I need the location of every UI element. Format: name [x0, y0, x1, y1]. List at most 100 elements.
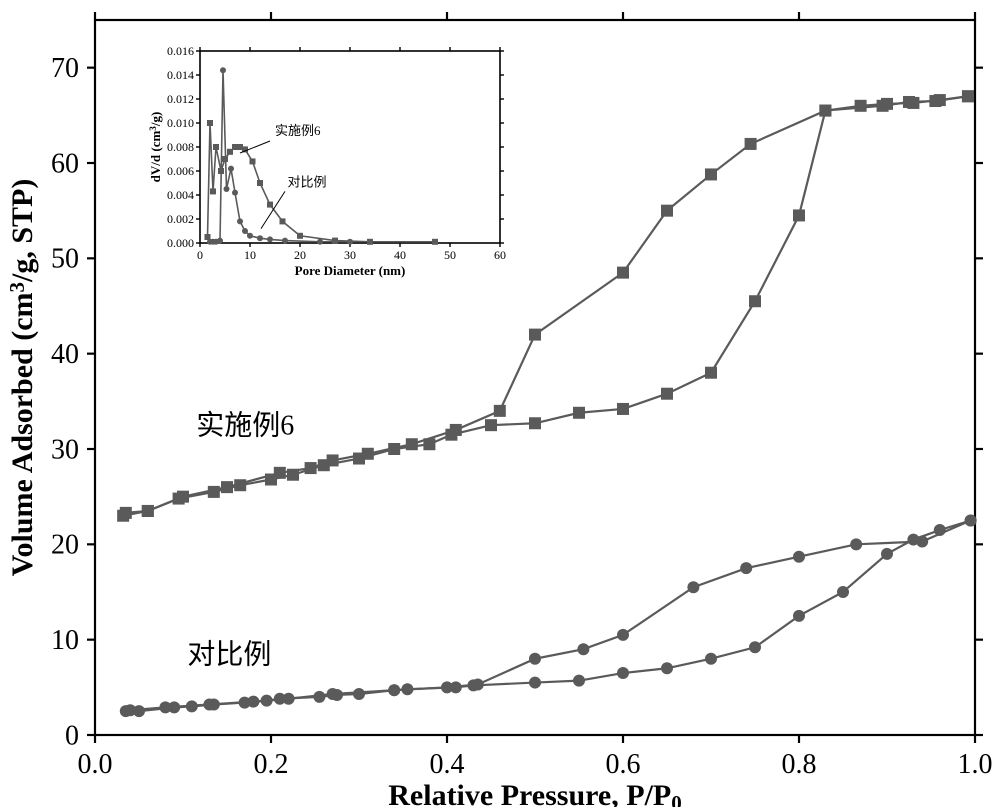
series-ex6-marker	[208, 486, 220, 498]
inset-ex6-marker	[267, 202, 273, 208]
inset-y-tick: 0.000	[167, 236, 194, 250]
series-comp-marker	[203, 698, 215, 710]
series-ex6-marker	[287, 469, 299, 481]
inset-ex6-marker	[297, 233, 303, 239]
inset-y-tick: 0.014	[167, 68, 194, 82]
series-comp-marker	[617, 667, 629, 679]
series-ex6-marker	[573, 407, 585, 419]
inset-comp-marker	[228, 166, 234, 172]
inset-y-label: dV/d (cm3/g)	[148, 112, 163, 183]
series-ex6-marker	[485, 419, 497, 431]
series-comp-marker	[749, 641, 761, 653]
series-ex6-marker	[705, 168, 717, 180]
inset-x-tick: 20	[294, 248, 306, 262]
inset-ex6-marker	[250, 158, 256, 164]
inset-ex6-marker	[210, 188, 216, 194]
series-ex6-marker	[177, 491, 189, 503]
series-comp-marker	[687, 581, 699, 593]
inset-comp-marker	[247, 233, 253, 239]
x-tick-label: 0.6	[606, 749, 641, 780]
series-ex6-marker	[962, 90, 974, 102]
series-ex6-marker	[793, 209, 805, 221]
series-comp-marker	[401, 683, 413, 695]
series-ex6-marker	[327, 454, 339, 466]
series-comp-marker	[705, 653, 717, 665]
inset-y-tick: 0.008	[167, 140, 194, 154]
inset-x-tick: 30	[344, 248, 356, 262]
series-comp-marker	[881, 548, 893, 560]
series-ex6-marker	[929, 95, 941, 107]
inset-comp-line	[210, 70, 350, 242]
inset-ex6-marker	[207, 120, 213, 126]
series-ex6-marker	[388, 443, 400, 455]
series-comp-label: 对比例	[187, 639, 271, 671]
inset-x-label: Pore Diameter (nm)	[295, 263, 406, 278]
series-comp-marker	[159, 701, 171, 713]
series-ex6-marker	[661, 205, 673, 217]
series-comp-marker	[441, 681, 453, 693]
y-tick-label: 50	[51, 244, 79, 275]
series-ex6-marker	[406, 438, 418, 450]
y-tick-label: 70	[51, 53, 79, 84]
series-comp-marker	[472, 678, 484, 690]
inset-comp-marker	[232, 190, 238, 196]
inset-ex6-marker	[280, 218, 286, 224]
x-tick-label: 0.8	[782, 749, 817, 780]
inset-comp-marker	[242, 228, 248, 234]
series-comp-marker	[916, 535, 928, 547]
series-ex6-marker	[705, 367, 717, 379]
series-ex6-marker	[362, 448, 374, 460]
series-ex6-marker	[450, 424, 462, 436]
inset-comp-marker	[347, 239, 353, 245]
series-ex6-marker	[274, 467, 286, 479]
inset-x-tick: 10	[244, 248, 256, 262]
series-comp-adsorption-line	[126, 521, 971, 712]
inset-x-tick: 50	[444, 248, 456, 262]
series-comp-marker	[965, 515, 977, 527]
series-ex6-marker	[903, 96, 915, 108]
inset-ex6-label: 实施例6	[275, 123, 321, 138]
x-axis-label: Relative Pressure, P/P0	[388, 779, 681, 807]
inset-y-tick: 0.016	[167, 44, 194, 58]
y-tick-label: 10	[51, 625, 79, 656]
series-ex6-marker	[423, 438, 435, 450]
y-tick-label: 40	[51, 339, 79, 370]
y-axis-label: Volume Adsorbed (cm3/g, STP)	[5, 179, 39, 577]
series-comp-marker	[353, 688, 365, 700]
series-ex6-marker	[877, 100, 889, 112]
y-tick-label: 30	[51, 434, 79, 465]
inset-ex6-marker	[367, 239, 373, 245]
series-ex6-marker	[120, 507, 132, 519]
series-comp-marker	[247, 696, 259, 708]
series-ex6-marker	[661, 388, 673, 400]
x-tick-label: 0.0	[78, 749, 113, 780]
main-plot-frame	[95, 20, 975, 735]
inset-comp-marker	[257, 235, 263, 241]
series-comp-marker	[388, 684, 400, 696]
inset-y-tick: 0.006	[167, 164, 194, 178]
series-comp-marker	[261, 695, 273, 707]
series-ex6-marker	[617, 403, 629, 415]
adsorption-isotherm-chart: 0.00.20.40.60.81.0010203040506070Relativ…	[0, 0, 1000, 807]
y-tick-label: 20	[51, 530, 79, 561]
inset-y-tick: 0.010	[167, 116, 194, 130]
series-comp-marker	[934, 524, 946, 536]
inset-comp-marker	[237, 218, 243, 224]
inset-x-tick: 0	[197, 248, 203, 262]
inset-comp-label: 对比例	[288, 175, 327, 190]
series-ex6-marker	[819, 105, 831, 117]
series-comp-marker	[837, 586, 849, 598]
x-tick-label: 0.4	[430, 749, 465, 780]
series-ex6-marker	[749, 295, 761, 307]
series-comp-marker	[283, 693, 295, 705]
inset-y-tick: 0.012	[167, 92, 194, 106]
series-comp-marker	[661, 662, 673, 674]
series-ex6-marker	[142, 505, 154, 517]
series-ex6-marker	[305, 462, 317, 474]
inset-comp-marker	[267, 236, 273, 242]
series-comp-marker	[740, 562, 752, 574]
series-comp-marker	[577, 643, 589, 655]
inset-ex6-marker	[332, 238, 338, 244]
series-ex6-marker	[617, 267, 629, 279]
y-tick-label: 60	[51, 148, 79, 179]
